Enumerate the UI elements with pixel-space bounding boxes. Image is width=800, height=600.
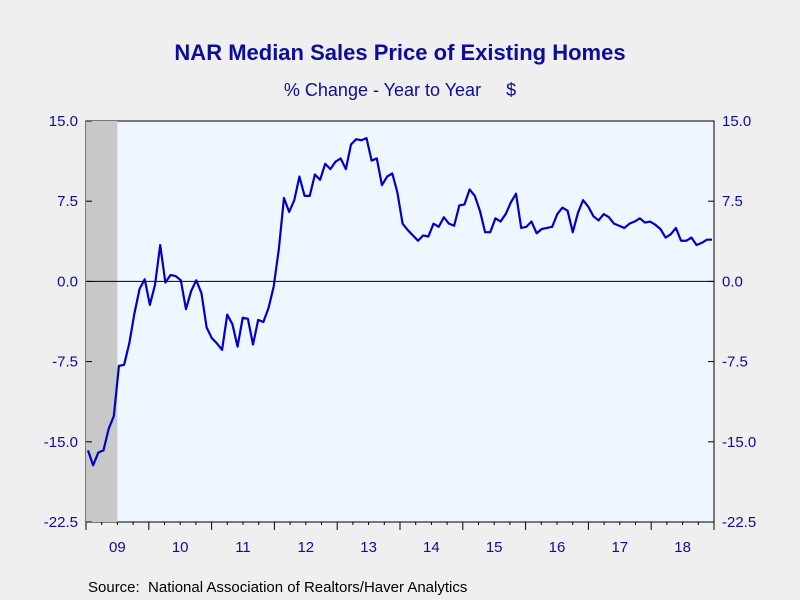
y-tick-label-left: -7.5: [52, 354, 78, 371]
x-tick-label: 10: [172, 539, 189, 556]
y-tick-label-right: 15.0: [722, 113, 751, 130]
y-tick-label-left: 7.5: [57, 193, 78, 210]
y-tick-label-right: 0.0: [722, 273, 743, 290]
y-tick-label-right: -22.5: [722, 514, 756, 531]
y-tick-label-left: 15.0: [49, 113, 78, 130]
x-tick-label: 14: [423, 539, 440, 556]
y-tick-label-right: -15.0: [722, 434, 756, 451]
y-tick-label-left: -15.0: [44, 434, 78, 451]
x-axis: 09 10 11 12 13 14 15 16 17 18: [85, 522, 715, 556]
x-tick-label: 16: [549, 539, 566, 556]
y-axis-left: 15.0 7.5 0.0 -7.5 -15.0 -22.5: [44, 113, 92, 531]
y-tick-label-right: 7.5: [722, 193, 743, 210]
x-tick-label: 09: [109, 539, 126, 556]
y-tick-label-right: -7.5: [722, 354, 748, 371]
y-axis-right: 15.0 7.5 0.0 -7.5 -15.0 -22.5: [708, 113, 756, 531]
x-tick-label: 13: [360, 539, 377, 556]
x-tick-label: 15: [486, 539, 503, 556]
x-tick-label: 11: [235, 539, 251, 556]
y-tick-label-left: 0.0: [57, 273, 78, 290]
y-tick-label-left: -22.5: [44, 514, 78, 531]
source-note: Source: National Association of Realtors…: [88, 579, 467, 596]
x-tick-label: 17: [611, 539, 628, 556]
series-line: [86, 137, 712, 467]
plot-area: [85, 120, 715, 523]
recession-shading: [86, 121, 118, 522]
chart-subtitle: % Change - Year to Year $: [284, 80, 516, 100]
x-tick-label: 18: [674, 539, 691, 556]
x-tick-label: 12: [297, 539, 314, 556]
chart-title: NAR Median Sales Price of Existing Homes: [174, 40, 625, 65]
